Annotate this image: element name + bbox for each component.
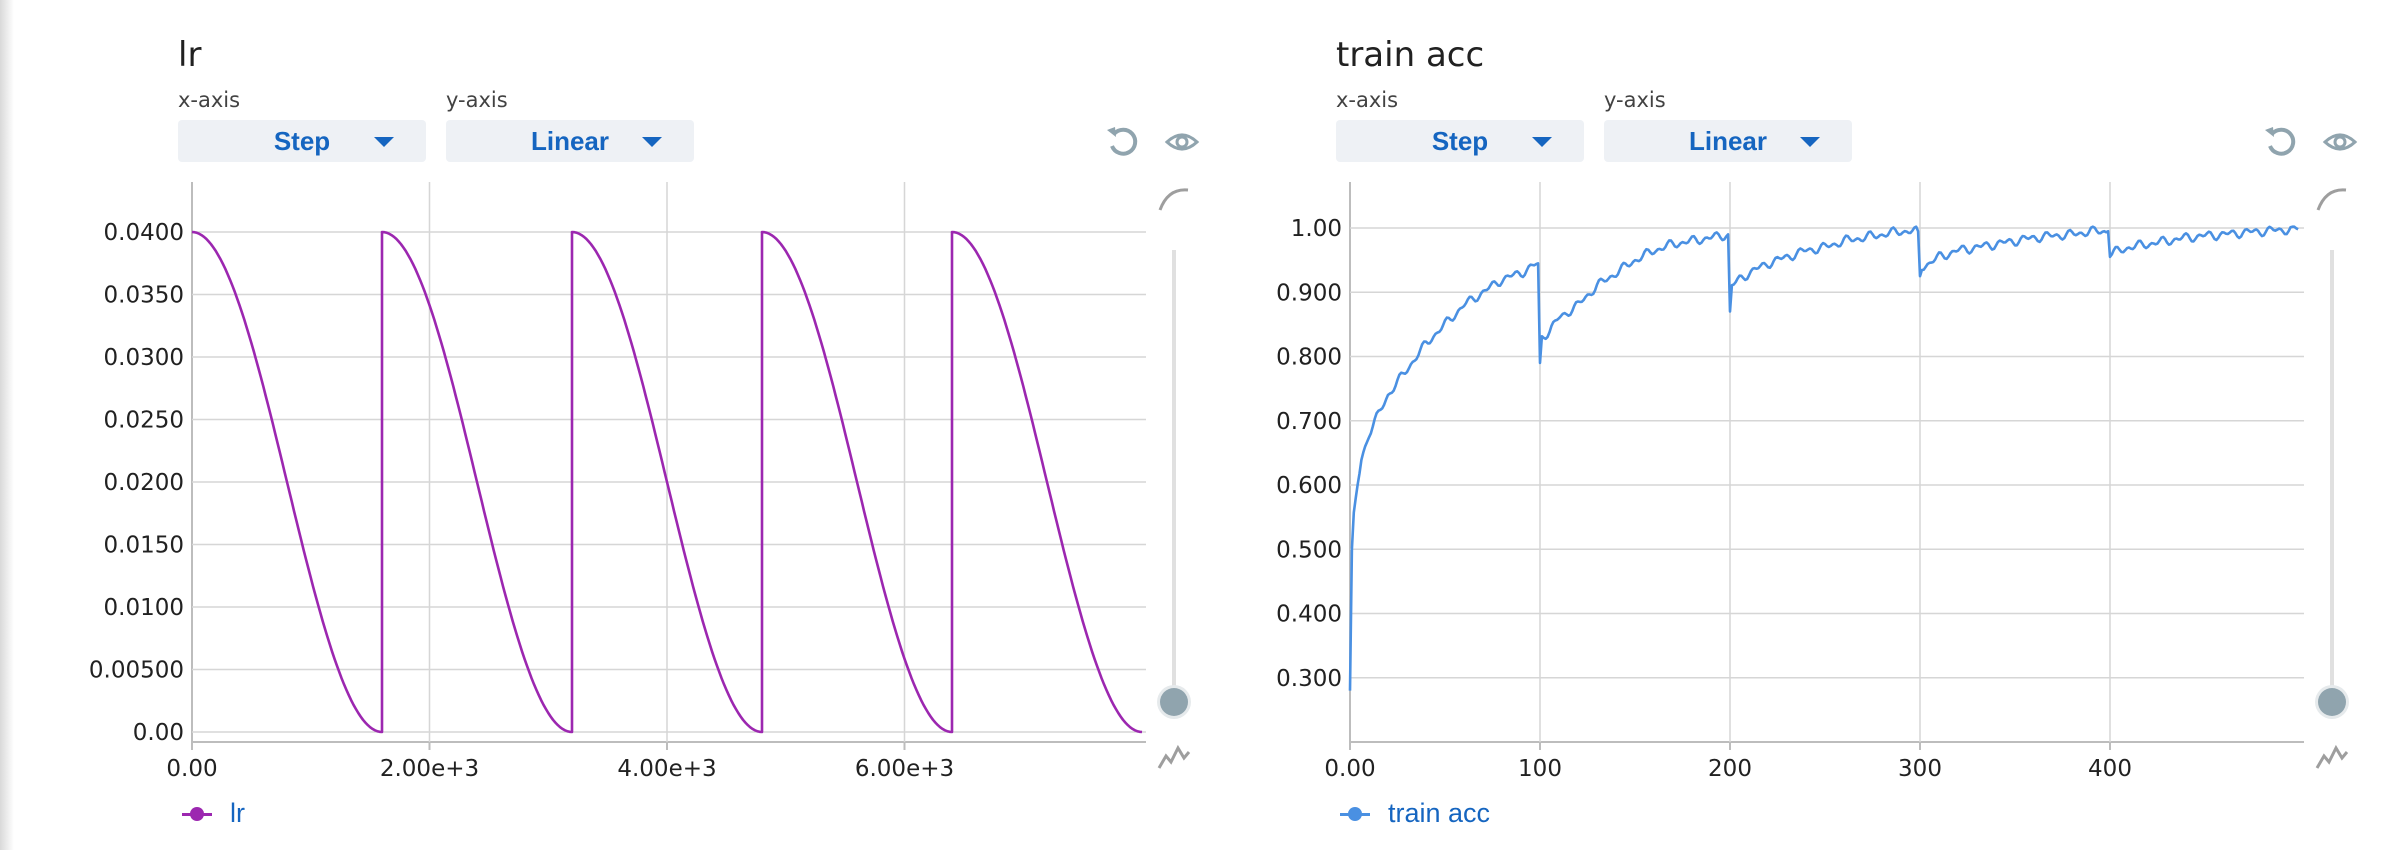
legend-train-acc[interactable]: train acc (1340, 798, 1490, 829)
xaxis-dropdown[interactable]: Step (1336, 120, 1584, 162)
smoothing-slider-handle[interactable] (2318, 688, 2346, 716)
y-tick-label: 0.00500 (89, 658, 184, 684)
smooth-icon[interactable] (2314, 182, 2350, 218)
reset-icon[interactable] (2262, 124, 2298, 160)
chart-panel-lr: lr x-axis y-axis Step Linear 0.0400 0.035… (62, 0, 1222, 850)
y-tick-label: 0.700 (1276, 409, 1342, 435)
y-tick-label: 0.00 (133, 720, 184, 746)
y-tick-label: 0.0250 (104, 408, 184, 434)
raw-icon[interactable] (2314, 738, 2350, 774)
series-line-train-acc (1348, 225, 2299, 691)
yaxis-dropdown-value: Linear (530, 125, 610, 156)
x-tick-label: 0.00 (1324, 756, 1375, 782)
eye-icon[interactable] (1164, 124, 1200, 160)
eye-icon[interactable] (2322, 124, 2358, 160)
yaxis-dropdown-value: Linear (1688, 125, 1768, 156)
x-tick-label: 400 (2088, 756, 2132, 782)
lr-chart: 0.0400 0.0350 0.0300 0.0250 0.0200 0.0150 0.01… (89, 182, 1146, 782)
x-tick-label: 200 (1708, 756, 1752, 782)
smoothing-slider-track[interactable] (1172, 250, 1176, 702)
xaxis-label: x-axis (1336, 88, 1399, 112)
x-tick-label: 6.00e+3 (855, 756, 954, 782)
chevron-down-icon (374, 137, 394, 147)
y-tick-label: 0.300 (1276, 666, 1342, 692)
y-tick-label: 0.0300 (104, 345, 184, 371)
legend-swatch (1340, 804, 1370, 824)
raw-icon[interactable] (1156, 738, 1192, 774)
legend-swatch (182, 804, 212, 824)
series-line-lr (191, 230, 1143, 734)
y-tick-label: 0.0400 (104, 220, 184, 246)
y-tick-label: 1.00 (1291, 216, 1342, 242)
chevron-down-icon (1800, 137, 1820, 147)
smoothing-slider-handle[interactable] (1160, 688, 1188, 716)
x-tick-label: 2.00e+3 (380, 756, 479, 782)
chevron-down-icon (642, 137, 662, 147)
chart-panel-train-acc: train acc x-axis y-axis Step Linear 1.00… (1220, 0, 2380, 850)
legend-lr[interactable]: lr (182, 798, 245, 829)
reset-icon[interactable] (1104, 124, 1140, 160)
legend-label: lr (230, 798, 245, 828)
y-tick-label: 0.900 (1276, 280, 1342, 306)
train-acc-chart: 1.00 0.900 0.800 0.700 0.600 0.500 0.400 0.300 0… (1276, 182, 2304, 782)
panel-title: lr (178, 35, 202, 75)
y-tick-label: 0.500 (1276, 537, 1342, 563)
x-tick-label: 0.00 (166, 756, 217, 782)
page-edge-shadow (0, 0, 14, 850)
xaxis-label: x-axis (178, 88, 241, 112)
y-tick-label: 0.0100 (104, 595, 184, 621)
smoothing-slider-track[interactable] (2330, 250, 2334, 702)
xaxis-dropdown-value: Step (273, 125, 331, 156)
y-tick-label: 0.800 (1276, 345, 1342, 371)
panel-title: train acc (1336, 35, 1485, 75)
yaxis-dropdown[interactable]: Linear (1604, 120, 1852, 162)
y-tick-label: 0.0350 (104, 283, 184, 309)
yaxis-dropdown[interactable]: Linear (446, 120, 694, 162)
y-tick-label: 0.0150 (104, 533, 184, 559)
y-tick-label: 0.0200 (104, 470, 184, 496)
y-tick-label: 0.600 (1276, 473, 1342, 499)
xaxis-dropdown-value: Step (1431, 125, 1489, 156)
x-tick-label: 300 (1898, 756, 1942, 782)
x-tick-label: 100 (1518, 756, 1562, 782)
legend-label: train acc (1388, 798, 1491, 828)
y-tick-label: 0.400 (1276, 602, 1342, 628)
smooth-icon[interactable] (1156, 182, 1192, 218)
yaxis-label: y-axis (446, 88, 508, 112)
x-tick-label: 4.00e+3 (617, 756, 716, 782)
xaxis-dropdown[interactable]: Step (178, 120, 426, 162)
chevron-down-icon (1532, 137, 1552, 147)
yaxis-label: y-axis (1604, 88, 1666, 112)
